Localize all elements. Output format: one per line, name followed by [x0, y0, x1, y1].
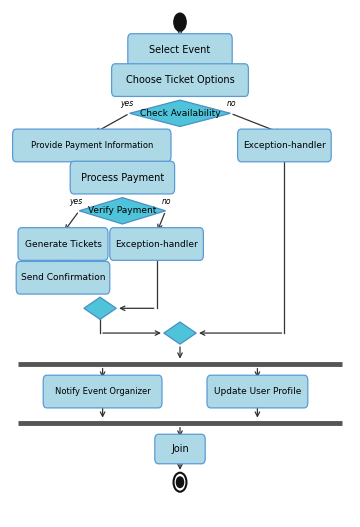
Text: yes: yes — [69, 197, 83, 206]
Text: Select Event: Select Event — [149, 45, 211, 55]
Text: Check Availability: Check Availability — [140, 109, 220, 118]
FancyBboxPatch shape — [238, 129, 331, 162]
Text: Provide Payment Information: Provide Payment Information — [31, 141, 153, 150]
Text: Exception-handler: Exception-handler — [115, 239, 198, 249]
Circle shape — [174, 13, 186, 31]
Text: no: no — [162, 197, 171, 206]
Circle shape — [176, 477, 184, 487]
FancyBboxPatch shape — [13, 129, 171, 162]
Circle shape — [174, 473, 186, 492]
FancyBboxPatch shape — [43, 375, 162, 408]
Text: Update User Profile: Update User Profile — [214, 387, 301, 396]
Text: Notify Event Organizer: Notify Event Organizer — [55, 387, 150, 396]
Polygon shape — [84, 297, 116, 319]
Text: Join: Join — [171, 444, 189, 454]
FancyBboxPatch shape — [70, 161, 175, 194]
Text: Generate Tickets: Generate Tickets — [24, 239, 102, 249]
Polygon shape — [130, 100, 230, 126]
FancyBboxPatch shape — [18, 228, 108, 260]
Text: Verify Payment: Verify Payment — [88, 206, 157, 216]
Polygon shape — [164, 322, 196, 344]
FancyBboxPatch shape — [112, 64, 248, 96]
FancyBboxPatch shape — [155, 434, 205, 464]
FancyBboxPatch shape — [110, 228, 203, 260]
FancyBboxPatch shape — [207, 375, 308, 408]
Text: Exception-handler: Exception-handler — [243, 141, 326, 150]
Polygon shape — [79, 198, 166, 224]
Text: yes: yes — [120, 99, 133, 108]
Text: Choose Ticket Options: Choose Ticket Options — [126, 75, 234, 85]
Text: Send Confirmation: Send Confirmation — [21, 273, 105, 282]
FancyBboxPatch shape — [128, 34, 232, 66]
Text: Process Payment: Process Payment — [81, 173, 164, 182]
FancyBboxPatch shape — [16, 261, 110, 294]
Text: no: no — [227, 99, 236, 108]
